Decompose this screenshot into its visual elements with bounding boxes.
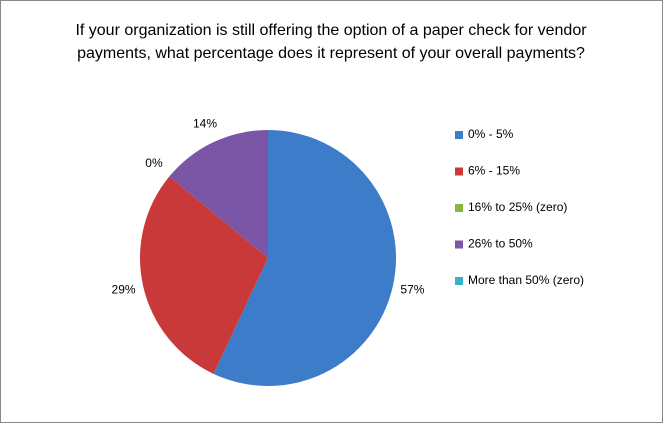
pie-slice bbox=[139, 176, 268, 374]
pie-slice bbox=[169, 130, 268, 258]
chart-title: If your organization is still offering t… bbox=[75, 22, 587, 39]
legend-label: 0% - 5% bbox=[468, 127, 514, 141]
legend-swatch bbox=[455, 131, 463, 139]
legend-swatch bbox=[455, 204, 463, 212]
legend-label: 26% to 50% bbox=[468, 237, 533, 251]
data-label: 14% bbox=[193, 116, 217, 130]
legend-label: 6% - 15% bbox=[468, 164, 520, 178]
legend-swatch bbox=[455, 277, 463, 285]
legend-swatch bbox=[455, 167, 463, 176]
pie-slice bbox=[213, 130, 397, 386]
legend-label: 16% to 25% (zero) bbox=[468, 200, 567, 214]
data-label: 29% bbox=[112, 282, 136, 296]
data-label: 0% bbox=[145, 156, 163, 170]
data-label: 57% bbox=[400, 282, 424, 296]
legend-swatch bbox=[455, 240, 463, 249]
chart-title: payments, what percentage does it repres… bbox=[77, 45, 585, 62]
legend-label: More than 50% (zero) bbox=[468, 273, 584, 287]
